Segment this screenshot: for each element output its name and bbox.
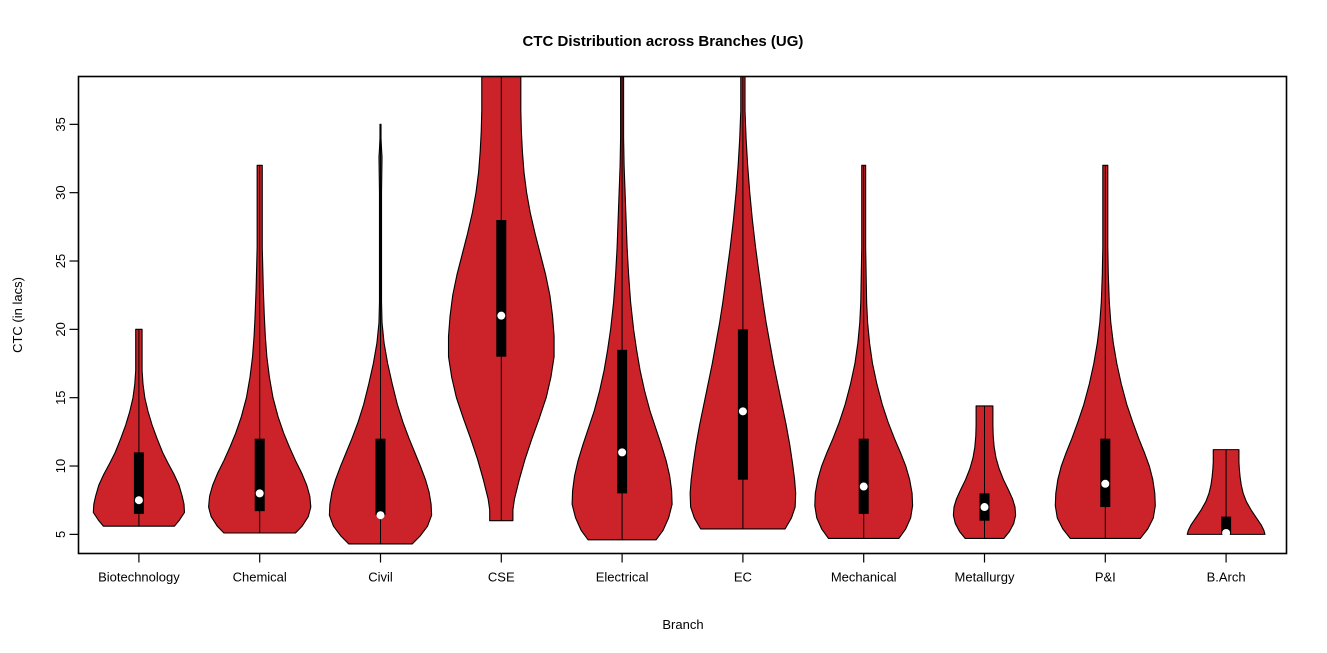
- y-tick-label: 5: [53, 531, 68, 538]
- x-tick-label-b-arch: B.Arch: [1207, 570, 1246, 585]
- median-marker: [738, 407, 747, 416]
- iqr-box: [858, 438, 869, 514]
- x-tick-label-cse: CSE: [488, 570, 515, 585]
- y-axis-label: CTC (in lacs): [10, 277, 25, 353]
- median-marker: [980, 503, 989, 512]
- x-tick-label-ec: EC: [734, 570, 752, 585]
- y-tick-label: 10: [53, 459, 68, 473]
- page-title: CTC Distribution across Branches (UG): [523, 33, 804, 50]
- violin-mechanical: [814, 164, 914, 540]
- x-tick-label-metallurgy: Metallurgy: [955, 570, 1015, 585]
- iqr-box: [737, 329, 748, 480]
- y-tick-label: 15: [53, 390, 68, 404]
- median-marker: [1222, 528, 1231, 537]
- y-tick-label: 25: [53, 254, 68, 268]
- median-marker: [859, 482, 868, 491]
- x-tick-label-chemical: Chemical: [233, 570, 287, 585]
- x-tick-label-biotechnology: Biotechnology: [98, 570, 180, 585]
- violin-civil: [328, 123, 433, 545]
- x-tick-label-p-i: P&I: [1095, 570, 1116, 585]
- median-marker: [376, 511, 385, 520]
- iqr-box: [375, 438, 386, 516]
- x-tick-label-mechanical: Mechanical: [831, 570, 897, 585]
- median-marker: [1101, 479, 1110, 488]
- y-tick-label: 30: [53, 185, 68, 199]
- x-axis-label: Branch: [662, 617, 703, 632]
- violin-p-i: [1054, 164, 1156, 540]
- violin-series-group: [92, 75, 1266, 545]
- iqr-box: [1100, 438, 1111, 508]
- x-tick-label-civil: Civil: [368, 570, 393, 585]
- median-marker: [134, 496, 143, 505]
- median-marker: [618, 448, 627, 457]
- iqr-box: [1221, 516, 1232, 535]
- y-tick-label: 35: [53, 117, 68, 131]
- iqr-box: [617, 349, 628, 494]
- violin-metallurgy: [952, 405, 1017, 540]
- violin-b-arch: [1186, 449, 1266, 537]
- median-marker: [255, 489, 264, 498]
- x-tick-label-electrical: Electrical: [596, 570, 649, 585]
- median-marker: [497, 311, 506, 320]
- iqr-box: [133, 452, 144, 514]
- violin-chemical: [208, 164, 312, 534]
- x-axis: Biotechnology Chemical Civil CSE Electrical E…: [98, 553, 1246, 585]
- iqr-box: [254, 438, 265, 512]
- violin-biotechnology: [92, 328, 186, 527]
- y-tick-label: 20: [53, 322, 68, 336]
- iqr-box: [496, 220, 507, 357]
- plot-panel-border: [77, 75, 1288, 555]
